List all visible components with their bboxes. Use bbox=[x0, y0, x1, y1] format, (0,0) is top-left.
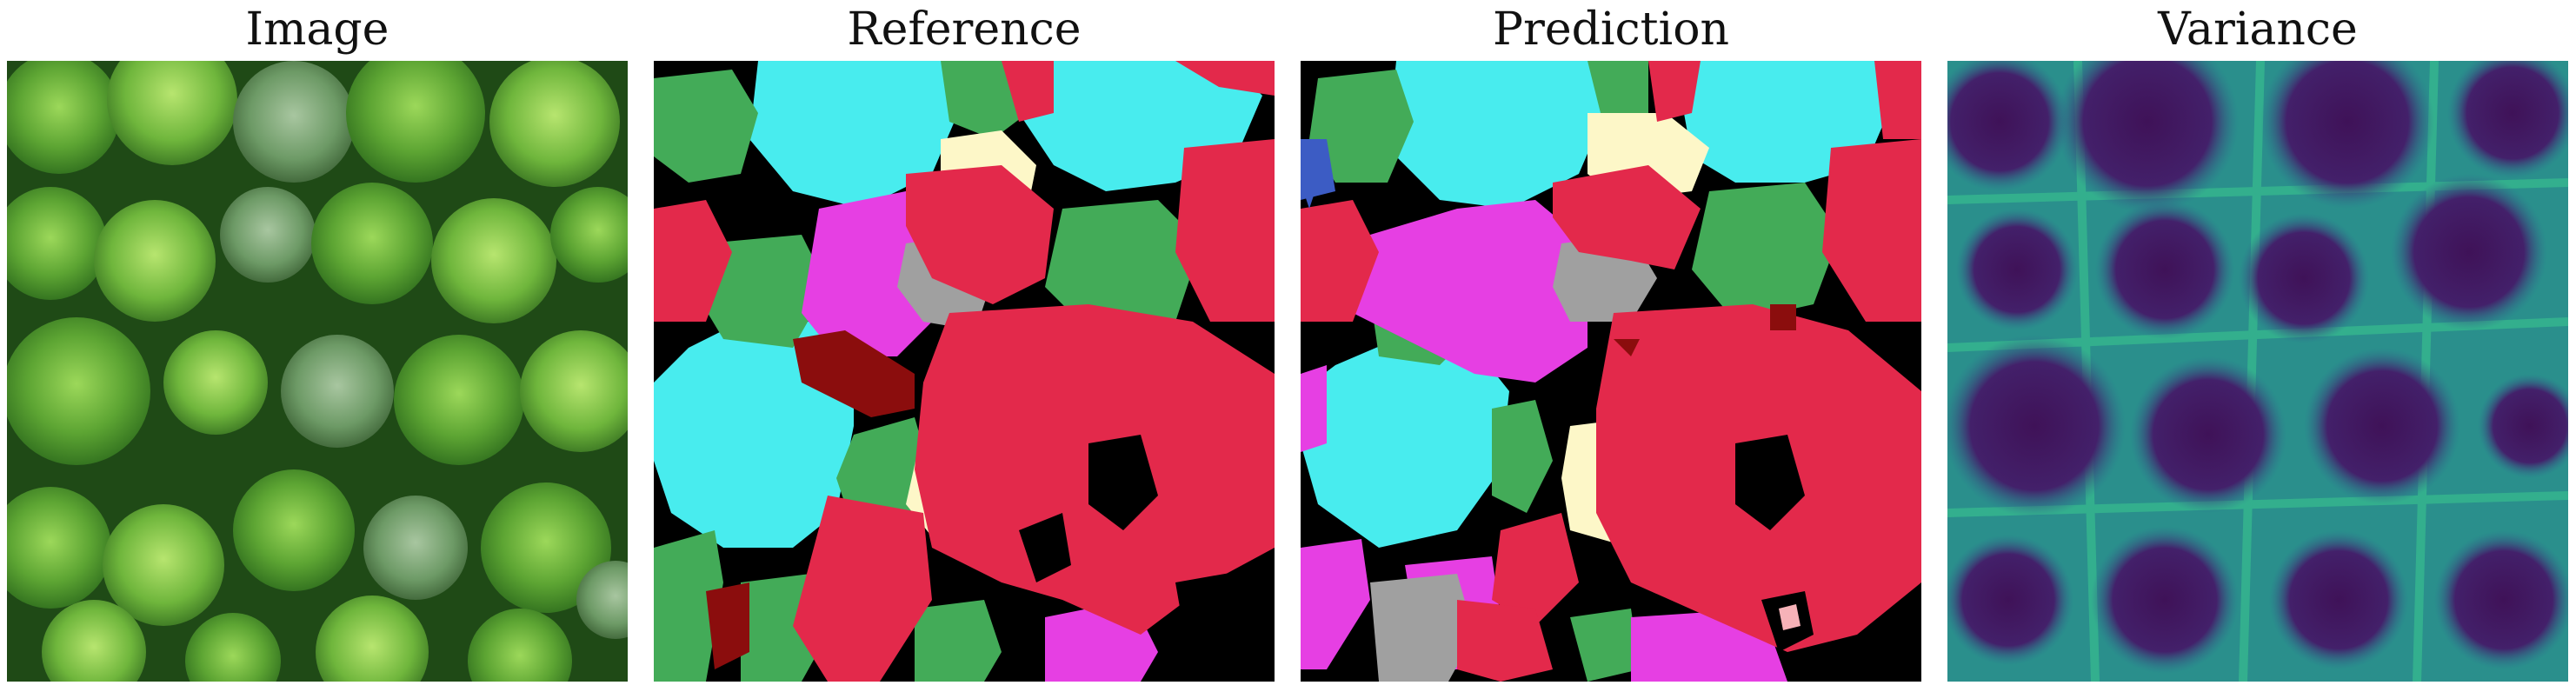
aerial-forest-photo bbox=[7, 61, 628, 682]
prediction-mask bbox=[1301, 61, 1921, 682]
panel-prediction: Prediction bbox=[1301, 0, 1921, 692]
reference-mask bbox=[654, 61, 1275, 682]
variance-heatmap bbox=[1947, 61, 2568, 682]
panel-variance: Variance bbox=[1947, 0, 2568, 692]
aerial-image bbox=[7, 61, 628, 682]
panel-image: Image bbox=[7, 0, 628, 692]
panel-title-reference: Reference bbox=[847, 3, 1082, 56]
reference-segmentation bbox=[654, 61, 1275, 682]
panel-title-prediction: Prediction bbox=[1493, 3, 1729, 56]
panel-title-image: Image bbox=[245, 3, 389, 56]
panel-reference: Reference bbox=[654, 0, 1275, 692]
variance-map bbox=[1947, 61, 2568, 682]
prediction-segmentation bbox=[1301, 61, 1921, 682]
panel-title-variance: Variance bbox=[2158, 3, 2358, 56]
